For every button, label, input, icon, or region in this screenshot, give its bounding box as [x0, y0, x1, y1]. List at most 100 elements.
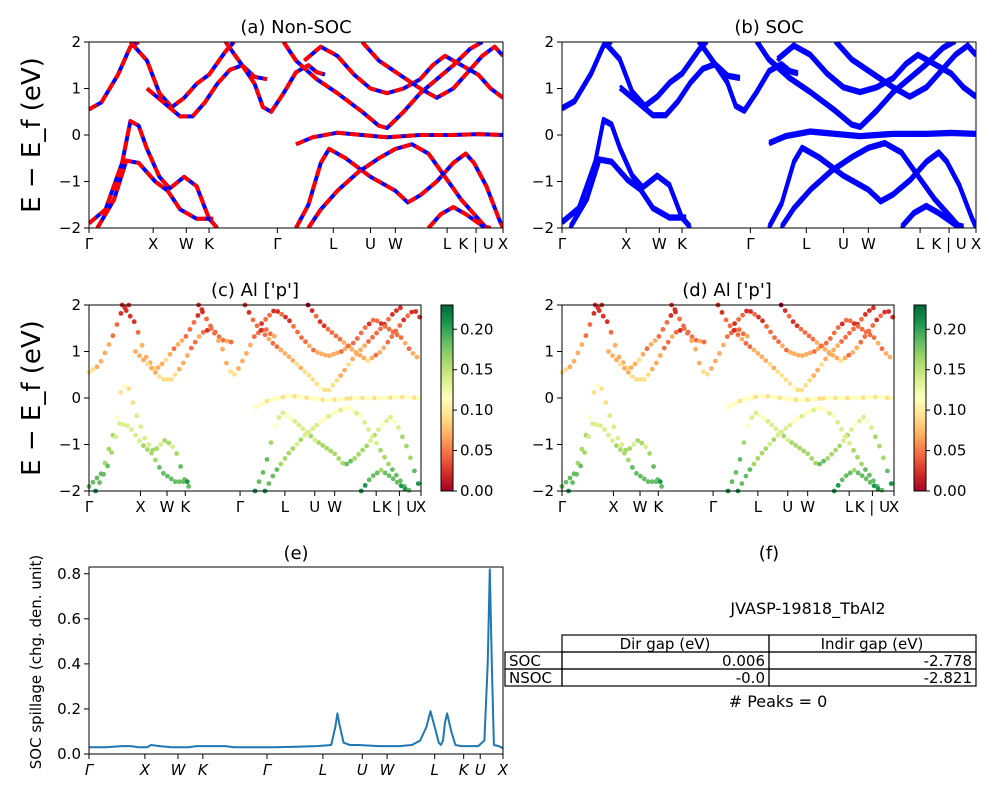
panel-e-line — [89, 568, 504, 750]
spillage-line — [89, 568, 504, 750]
projection-point — [280, 394, 286, 400]
projection-point — [795, 416, 801, 422]
projection-point — [834, 355, 840, 361]
projection-point — [276, 395, 282, 401]
projection-point — [303, 339, 308, 345]
projection-point — [677, 316, 682, 322]
projection-point — [191, 320, 197, 325]
projection-point — [586, 434, 591, 440]
projection-point — [865, 418, 870, 424]
projection-point — [312, 437, 318, 443]
projection-point — [755, 351, 761, 356]
projection-point — [256, 402, 262, 408]
projection-point — [408, 395, 413, 400]
projection-point — [788, 350, 793, 355]
projection-point — [805, 397, 811, 403]
projection-point — [278, 461, 284, 467]
projection-point — [622, 450, 627, 456]
band-line-dashed — [95, 158, 214, 228]
projection-point — [792, 351, 797, 357]
band-line — [427, 205, 492, 228]
projection-point — [153, 457, 158, 463]
projection-point — [372, 395, 377, 401]
projection-point — [216, 334, 222, 340]
x-tick-label: K — [459, 761, 470, 779]
y-tick-label: 0 — [544, 389, 554, 407]
projection-point — [353, 350, 359, 355]
projection-point — [685, 330, 690, 336]
band-line-split — [835, 42, 976, 97]
projection-point — [811, 349, 817, 354]
projection-point — [871, 483, 877, 489]
projection-point — [350, 356, 355, 362]
projection-point — [843, 317, 849, 323]
projection-point — [358, 413, 363, 419]
panel-f-name: JVASP-19818_TbAl2 — [729, 599, 885, 619]
projection-point — [145, 447, 150, 452]
band-line-split — [603, 42, 707, 106]
projection-point — [837, 443, 842, 449]
y-tick-label: −2 — [59, 482, 81, 500]
projection-point — [729, 402, 735, 408]
y-tick-label: 0.0 — [57, 745, 81, 763]
projection-point — [795, 387, 801, 393]
projection-point — [846, 352, 852, 358]
x-tick-label: X — [889, 498, 899, 516]
projection-point — [118, 390, 124, 395]
projection-point — [178, 464, 184, 469]
projection-point — [330, 382, 336, 388]
projection-point — [129, 427, 134, 432]
y-tick-label: 0 — [544, 126, 554, 144]
projection-point — [657, 353, 663, 358]
panel-e-title: (e) — [283, 543, 308, 564]
projection-point — [773, 426, 779, 432]
projection-point — [392, 395, 397, 400]
projection-point — [196, 334, 202, 339]
projection-point — [413, 309, 419, 314]
projection-point — [850, 350, 856, 355]
projection-point — [831, 330, 837, 336]
projection-point — [563, 479, 569, 485]
projection-point — [346, 362, 351, 367]
projection-point — [744, 333, 750, 339]
x-tick-label: U — [838, 235, 849, 253]
projection-point — [803, 410, 809, 416]
projection-point — [567, 475, 573, 481]
projection-point — [125, 423, 130, 428]
projection-point — [806, 333, 812, 339]
projection-point — [348, 395, 353, 401]
projection-point — [330, 410, 336, 416]
projection-point — [327, 353, 332, 359]
projection-point — [653, 479, 659, 485]
projection-point — [322, 387, 328, 393]
projection-point — [701, 369, 706, 374]
projection-point — [821, 458, 826, 464]
projection-point — [831, 413, 836, 419]
projection-point — [611, 424, 617, 430]
projection-point — [97, 480, 102, 485]
projection-point — [184, 353, 190, 358]
projection-point — [141, 443, 146, 449]
projection-point — [288, 416, 294, 421]
projection-point — [224, 360, 229, 366]
projection-point — [719, 310, 725, 315]
x-tick-label: X — [497, 761, 509, 779]
x-tick-label: L — [802, 235, 811, 253]
projection-point — [400, 394, 405, 400]
projection-point — [282, 351, 288, 356]
projection-point — [760, 318, 765, 324]
projection-point — [350, 340, 356, 346]
projection-point — [388, 414, 393, 420]
projection-point — [298, 437, 304, 443]
projection-point — [352, 456, 357, 461]
band-line — [562, 42, 613, 112]
projection-point — [811, 407, 817, 413]
projection-point — [829, 451, 834, 457]
projection-point — [195, 313, 201, 318]
projection-point — [260, 400, 266, 406]
projection-point — [587, 415, 593, 420]
projection-point — [769, 422, 775, 428]
projection-point — [636, 357, 642, 363]
projection-point — [790, 319, 796, 325]
projection-point — [835, 325, 841, 330]
